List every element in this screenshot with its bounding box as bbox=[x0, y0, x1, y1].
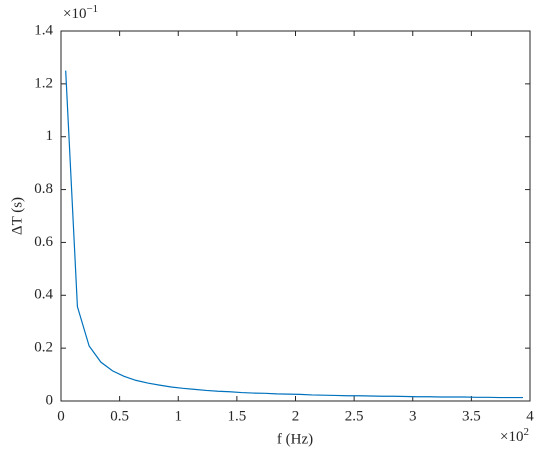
x-tick-label: 0 bbox=[57, 408, 65, 424]
x-tick-label: 4 bbox=[526, 408, 534, 424]
x-tick-label: 3.5 bbox=[462, 408, 481, 424]
y-tick-label: 1.4 bbox=[34, 22, 53, 38]
y-exponent: ×10−1 bbox=[63, 3, 98, 23]
x-tick-label: 1 bbox=[175, 408, 183, 424]
x-tick-label: 2 bbox=[292, 408, 300, 424]
x-exponent: ×102 bbox=[500, 426, 529, 446]
y-tick-label: 0.6 bbox=[34, 234, 53, 250]
y-exponent-base: ×10 bbox=[63, 6, 86, 22]
x-tick-label: 1.5 bbox=[228, 408, 247, 424]
y-axis-label: ΔT (s) bbox=[9, 197, 25, 235]
y-exponent-power: −1 bbox=[86, 3, 98, 15]
x-tick-label: 0.5 bbox=[110, 408, 129, 424]
y-tick-label: 0.4 bbox=[34, 287, 53, 303]
y-tick-label: 0.8 bbox=[34, 181, 53, 197]
x-tick-label: 3 bbox=[409, 408, 417, 424]
y-tick-label: 0 bbox=[46, 392, 54, 408]
y-tick-label: 1 bbox=[46, 128, 54, 144]
x-exponent-base: ×10 bbox=[500, 429, 523, 445]
data-line bbox=[65, 70, 523, 399]
x-exponent-power: 2 bbox=[523, 426, 529, 438]
x-tick-label: 2.5 bbox=[345, 408, 364, 424]
y-tick-label: 0.2 bbox=[34, 340, 53, 356]
y-tick-label: 1.2 bbox=[34, 75, 53, 91]
x-axis-label: f (Hz) bbox=[277, 431, 313, 447]
plot-box bbox=[60, 30, 531, 402]
